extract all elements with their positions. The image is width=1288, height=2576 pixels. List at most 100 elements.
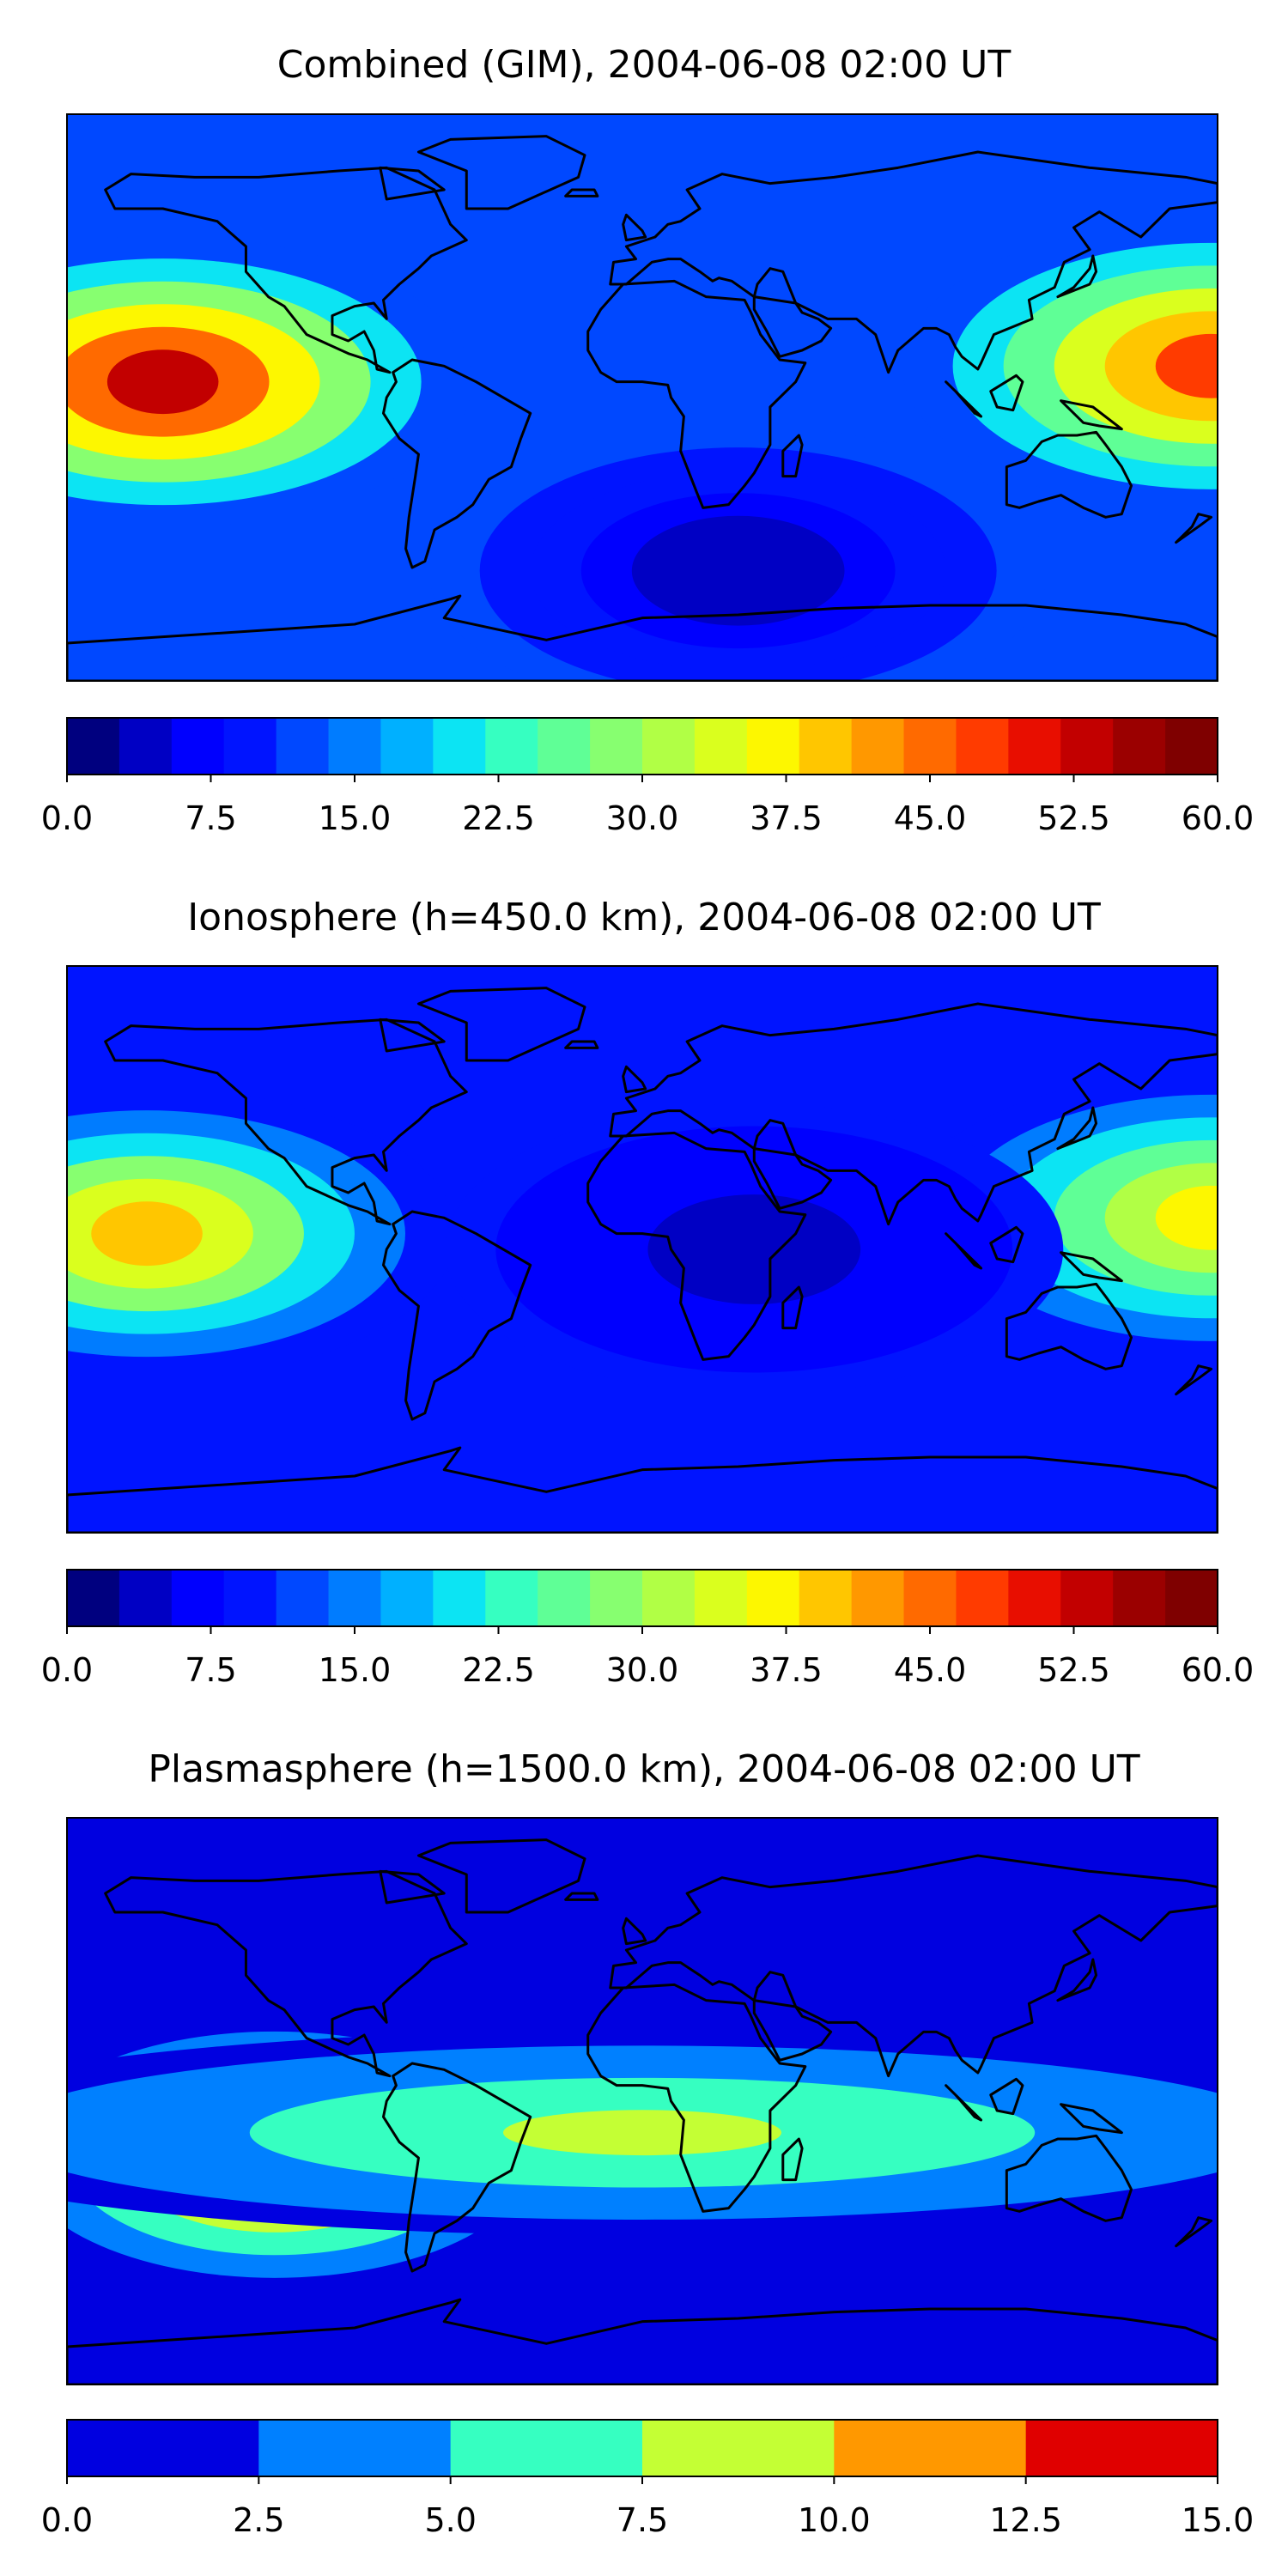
coastline-new-zealand xyxy=(1175,513,1213,544)
colorbar-segment xyxy=(694,1570,748,1626)
colorbar-tick-label: 45.0 xyxy=(894,1651,967,1689)
panel-3: Plasmasphere (h=1500.0 km), 2004-06-08 0… xyxy=(41,1747,1255,2539)
coastline-greenland xyxy=(416,1838,586,1914)
coastline-greenland xyxy=(416,135,586,210)
colorbar: 0.0 7.5 15.0 22.5 30.0 37.5 45.0 52.5 60.0 xyxy=(41,1569,1255,1689)
colorbar-segment xyxy=(746,1570,800,1626)
colorbar-segment xyxy=(590,718,643,775)
coastline-madagascar xyxy=(781,1285,804,1330)
colorbar-tick-label: 22.5 xyxy=(462,1651,535,1689)
contour-tropical-band xyxy=(503,2110,781,2156)
coastline-britain xyxy=(622,1917,647,1946)
colorbar-segment xyxy=(171,1570,225,1626)
colorbar-segment xyxy=(642,1570,696,1626)
coastline-australia xyxy=(1005,1282,1133,1370)
colorbar-tick-label: 60.0 xyxy=(1182,1651,1255,1689)
coastline-africa xyxy=(586,279,807,509)
colorbar: 0.0 7.5 15.0 22.5 30.0 37.5 45.0 52.5 60.0 xyxy=(41,717,1254,837)
coastline-new-guinea xyxy=(1060,399,1123,431)
contour-central-pacific-maximum xyxy=(106,349,219,415)
colorbar-segment xyxy=(1165,1570,1218,1626)
colorbar-tick-label: 15.0 xyxy=(1182,2501,1255,2539)
colorbar-segment xyxy=(799,1570,853,1626)
map-field xyxy=(67,114,1218,681)
contour-western-pacific-maximum xyxy=(1155,1185,1218,1250)
colorbar-segment xyxy=(328,718,382,775)
colorbar-segment xyxy=(903,1570,957,1626)
coastline-iceland xyxy=(564,1040,599,1049)
panel-title: Ionosphere (h=450.0 km), 2004-06-08 02:0… xyxy=(187,896,1101,939)
contour-western-pacific-maximum xyxy=(1155,333,1218,398)
coastline-africa xyxy=(586,1131,807,1361)
coastline-arabia xyxy=(752,295,833,358)
colorbar-segment xyxy=(380,718,434,775)
map-frame xyxy=(66,965,1218,1534)
coastline-arabia xyxy=(752,1147,833,1210)
coastline-madagascar xyxy=(781,2137,804,2182)
coastline-eurasia xyxy=(609,150,1218,374)
colorbar-segment xyxy=(118,1570,173,1626)
colorbar-segment xyxy=(67,1570,120,1626)
coastline-south-america xyxy=(382,358,532,569)
coastline-iceland xyxy=(564,1892,599,1901)
map-field xyxy=(67,1818,1218,2385)
coastline-eurasia xyxy=(609,1002,1218,1226)
colorbar-segment xyxy=(380,1570,434,1626)
colorbar-tick-label: 7.5 xyxy=(617,2501,668,2539)
colorbar-segment xyxy=(276,1570,330,1626)
colorbar-tick-label: 37.5 xyxy=(750,799,823,837)
colorbar-tick-label: 15.0 xyxy=(319,1651,392,1689)
coastline-britain xyxy=(622,213,647,242)
coastline-new-zealand xyxy=(1175,2216,1213,2248)
coastline-north-america xyxy=(104,1018,468,1226)
map-field xyxy=(67,966,1218,1533)
colorbar-segment xyxy=(1113,1570,1166,1626)
coastline-baffin xyxy=(379,1018,446,1053)
coastline-north-america xyxy=(104,1869,468,2078)
colorbar-segment xyxy=(799,718,853,775)
panel-2: Ionosphere (h=450.0 km), 2004-06-08 02:0… xyxy=(41,896,1255,1689)
coastline-south-america xyxy=(382,2062,532,2273)
colorbar-tick-label: 10.0 xyxy=(798,2501,871,2539)
coastline-sumatra xyxy=(945,380,983,418)
colorbar-segment xyxy=(171,718,225,775)
contour-african-minimum xyxy=(698,1217,811,1282)
coastline-arabia xyxy=(752,1999,833,2062)
coastline-britain xyxy=(622,1065,647,1094)
colorbar-segment xyxy=(1008,718,1061,775)
panel-title: Plasmasphere (h=1500.0 km), 2004-06-08 0… xyxy=(148,1747,1139,1791)
colorbar-segment xyxy=(450,2420,643,2476)
colorbar-tick-label: 45.0 xyxy=(894,799,967,837)
colorbar-tick-label: 52.5 xyxy=(1037,799,1110,837)
colorbar-segment xyxy=(433,1570,486,1626)
colorbar-segment xyxy=(223,1570,277,1626)
colorbar-tick-label: 52.5 xyxy=(1037,1651,1110,1689)
coastline-greenland xyxy=(416,987,586,1062)
coastline-japan xyxy=(1056,1106,1098,1151)
coastline-borneo xyxy=(989,2077,1024,2116)
coastline-baffin xyxy=(379,166,446,201)
colorbar-tick-label: 30.0 xyxy=(606,799,679,837)
colorbar-tick-label: 22.5 xyxy=(462,799,535,837)
colorbar-segment xyxy=(328,1570,382,1626)
colorbar-segment xyxy=(746,718,800,775)
colorbar-segment xyxy=(694,718,748,775)
coastline-australia xyxy=(1005,2134,1133,2222)
colorbar-segment xyxy=(590,1570,643,1626)
panel-1: Combined (GIM), 2004-06-08 02:00 UT 0.0 7.… xyxy=(41,43,1255,837)
colorbar-segment xyxy=(851,718,905,775)
contour-southern-minimum xyxy=(682,538,794,604)
colorbar-tick-label: 37.5 xyxy=(750,1651,823,1689)
coastline-new-guinea xyxy=(1060,1251,1123,1283)
map-frame xyxy=(66,1817,1218,2385)
colorbar-segment xyxy=(485,718,538,775)
colorbar-tick-label: 5.0 xyxy=(424,2501,476,2539)
coastline-japan xyxy=(1056,1958,1098,2002)
coastline-eurasia xyxy=(609,1854,1218,2078)
colorbar-segment xyxy=(956,718,1009,775)
colorbar-tick-label: 0.0 xyxy=(41,1651,93,1689)
coastline-sumatra xyxy=(945,2084,983,2122)
colorbar-segment xyxy=(642,2420,835,2476)
coastline-antarctica xyxy=(67,1446,1218,1533)
